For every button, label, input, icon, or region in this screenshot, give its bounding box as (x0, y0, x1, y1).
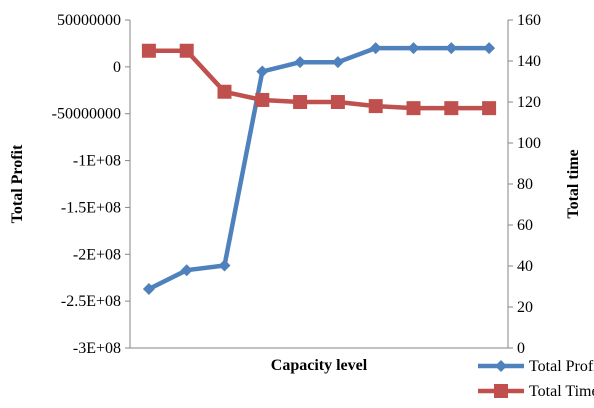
legend-label: Total Profit (529, 358, 594, 375)
y-left-tick-label: 0 (113, 59, 121, 76)
y-left-tick-label: -3E+08 (73, 340, 121, 357)
x-axis-title: Capacity level (271, 357, 368, 374)
y-left-tick-label: -1.5E+08 (61, 199, 121, 216)
data-point-marker (256, 66, 268, 78)
data-point-marker (293, 95, 307, 109)
legend-label: Total Time (529, 383, 594, 400)
data-point-marker (218, 85, 232, 99)
y-right-tick-label: 140 (517, 53, 541, 70)
y-right-tick-label: 20 (517, 299, 533, 316)
data-point-marker (407, 101, 421, 115)
y-left-tick-label: -2E+08 (73, 246, 121, 263)
data-point-marker (482, 101, 496, 115)
data-point-marker (331, 95, 345, 109)
y-right-tick-label: 160 (517, 12, 541, 29)
y-axis-right-title: Total time (565, 149, 582, 218)
data-point-marker (255, 93, 269, 107)
data-point-marker (444, 101, 458, 115)
legend-marker (495, 360, 507, 372)
y-left-tick-label: -50000000 (52, 106, 121, 123)
y-right-tick-label: 100 (517, 135, 541, 152)
y-axis-left-title: Total Profit (9, 144, 26, 223)
y-left-tick-label: -1E+08 (73, 153, 121, 170)
data-point-marker (142, 44, 156, 58)
data-point-marker (219, 260, 231, 272)
y-right-tick-label: 80 (517, 176, 533, 193)
legend: Total Profit Total Time (478, 358, 594, 400)
y-right-tick-label: 120 (517, 94, 541, 111)
series-line-1 (149, 48, 489, 289)
series-line-2 (149, 51, 489, 108)
data-point-marker (369, 99, 383, 113)
data-point-marker (370, 42, 382, 54)
y-left-tick-label: -2.5E+08 (61, 293, 121, 310)
data-point-marker (483, 42, 495, 54)
data-point-marker (445, 42, 457, 54)
data-point-marker (180, 44, 194, 58)
data-point-marker (332, 56, 344, 68)
legend-marker (494, 384, 508, 398)
legend-item: Total Time (478, 383, 594, 400)
data-point-marker (294, 56, 306, 68)
y-right-tick-label: 0 (517, 340, 525, 357)
data-point-marker (408, 42, 420, 54)
y-left-tick-label: 50000000 (57, 12, 121, 29)
y-right-tick-label: 60 (517, 217, 533, 234)
y-right-tick-label: 40 (517, 258, 533, 275)
legend-item: Total Profit (478, 358, 594, 375)
